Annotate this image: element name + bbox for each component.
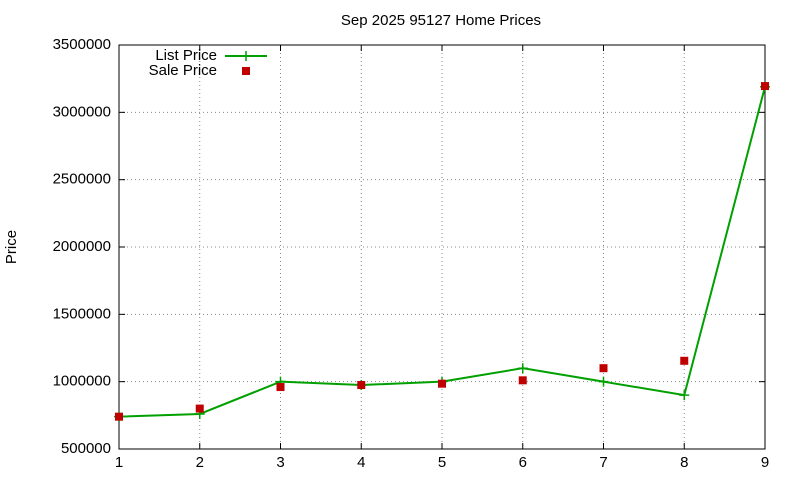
x-tick-label: 8: [680, 454, 688, 471]
point: [680, 356, 689, 365]
chart-title: Sep 2025 95127 Home Prices: [341, 12, 541, 29]
y-tick-label: 3000000: [53, 103, 111, 120]
y-axis-label: Price: [3, 230, 20, 264]
x-tick-label: 4: [357, 454, 365, 471]
x-tick-label: 5: [438, 454, 446, 471]
legend-label: List Price: [155, 47, 217, 64]
x-tick-label: 9: [761, 454, 769, 471]
y-tick-label: 2000000: [53, 238, 111, 255]
point: [357, 381, 366, 390]
legend-marker: [241, 51, 251, 61]
x-tick-label: 6: [519, 454, 527, 471]
line: [118, 86, 766, 418]
y-tick-label: 1000000: [53, 373, 111, 390]
y-tick-label: 3500000: [53, 36, 111, 53]
x-tick-label: 3: [276, 454, 284, 471]
x-tick-label: 2: [196, 454, 204, 471]
legend-label: Sale Price: [149, 62, 217, 79]
point: [679, 390, 690, 401]
y-tick-label: 500000: [61, 440, 111, 457]
point: [517, 363, 528, 374]
y-tick-label: 2500000: [53, 171, 111, 188]
point: [598, 376, 609, 387]
point: [599, 364, 608, 373]
point: [518, 376, 527, 385]
point: [115, 412, 123, 421]
point: [438, 379, 446, 388]
point: [761, 82, 769, 91]
y-tick-label: 1500000: [53, 305, 111, 322]
x-tick-label: 7: [599, 454, 607, 471]
x-tick-label: 1: [115, 454, 123, 471]
point: [276, 383, 285, 392]
point: [195, 404, 204, 413]
legend-marker: [242, 67, 250, 75]
